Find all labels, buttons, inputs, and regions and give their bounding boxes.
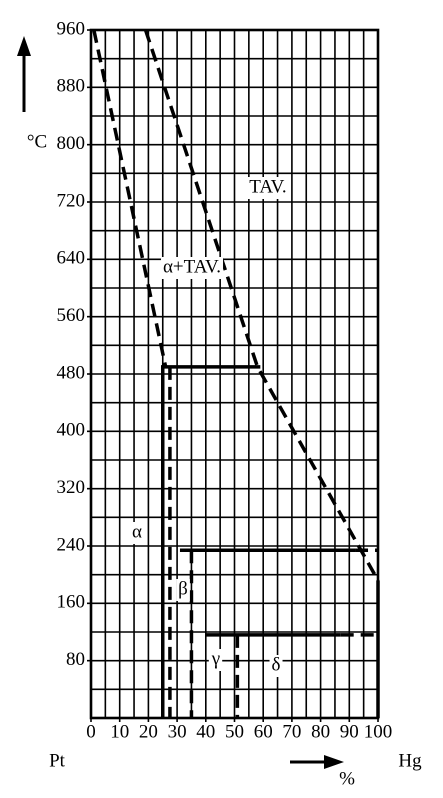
annotation-bg: [208, 649, 223, 671]
x-tick-label: 40: [196, 721, 215, 742]
annotation-bg: [176, 579, 190, 601]
x-tick-label: 10: [110, 721, 129, 742]
y-tick-label: 400: [57, 420, 86, 441]
x-arrow: [290, 755, 344, 769]
x-tick-label: 80: [311, 721, 330, 742]
annotation-bg: [160, 257, 224, 279]
y-tick-label: 320: [57, 477, 86, 498]
y-tick-label: 800: [57, 133, 86, 154]
y-tick-label: 560: [57, 305, 86, 326]
y-tick-label: 640: [57, 248, 86, 269]
phase-boundary: [161, 365, 261, 718]
region-label: α: [132, 521, 142, 542]
x-tick-label: 20: [139, 721, 158, 742]
y-tick-label: 240: [57, 534, 86, 555]
region-label: α+TAV.: [163, 256, 221, 277]
x-tick-label: 70: [282, 721, 301, 742]
region-label: TAV.: [249, 176, 286, 197]
region-label: β: [178, 578, 188, 599]
y-arrow: [17, 36, 31, 112]
plot-frame: [89, 28, 380, 720]
y-tick-label: 880: [57, 76, 86, 97]
phase-boundary: [143, 29, 380, 582]
x-tick-label: 60: [254, 721, 273, 742]
y-tick-label: 960: [57, 18, 86, 39]
annotation-bg: [130, 522, 145, 544]
region-label: δ: [272, 654, 281, 675]
x-tick-label: 50: [225, 721, 244, 742]
x-start-label: Pt: [49, 750, 66, 771]
x-tick-label: 90: [340, 721, 359, 742]
annotation-bg: [269, 655, 283, 677]
x-end-label: Hg: [398, 750, 422, 771]
region-label: γ: [211, 648, 220, 669]
x-axis-label: %: [339, 768, 355, 789]
y-tick-label: 720: [57, 190, 86, 211]
y-axis-label: °C: [27, 131, 47, 152]
x-tick-label: 0: [86, 721, 96, 742]
y-tick-label: 80: [66, 649, 85, 670]
x-tick-label: 30: [168, 721, 187, 742]
y-tick-label: 480: [57, 362, 86, 383]
y-tick-label: 160: [57, 592, 86, 613]
x-tick-label: 100: [364, 721, 393, 742]
phase-boundary: [92, 29, 168, 368]
annotation-bg: [247, 177, 289, 199]
